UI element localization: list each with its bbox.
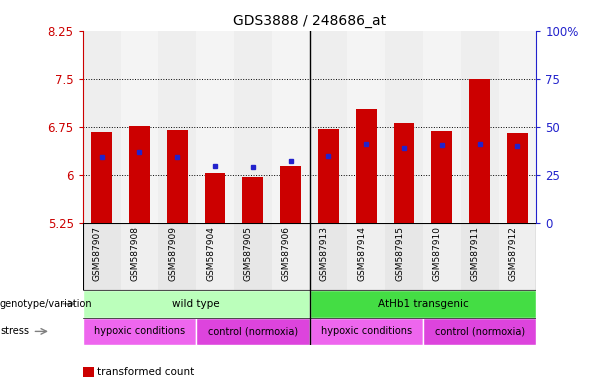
Text: stress: stress [0,326,29,336]
Bar [272,223,310,290]
Text: GSM587914: GSM587914 [357,226,366,281]
Text: hypoxic conditions: hypoxic conditions [94,326,185,336]
Bar [461,31,498,223]
Bar [498,223,536,290]
Bar [234,31,272,223]
Bar [83,223,121,290]
Text: GSM587906: GSM587906 [281,226,291,281]
Text: GSM587913: GSM587913 [319,226,329,281]
Bar [394,123,414,223]
Bar [196,223,234,290]
Bar [470,79,490,223]
Text: hypoxic conditions: hypoxic conditions [321,326,412,336]
Text: GSM587910: GSM587910 [433,226,442,281]
Bar [461,223,498,290]
Bar [121,223,158,290]
Bar [356,109,376,223]
Bar [83,290,310,318]
Bar [243,177,263,223]
Bar [385,223,423,290]
Bar [234,223,272,290]
Bar [196,31,234,223]
Bar [310,318,423,345]
Text: control (normoxia): control (normoxia) [435,326,525,336]
Title: GDS3888 / 248686_at: GDS3888 / 248686_at [233,14,386,28]
Text: GSM587905: GSM587905 [244,226,253,281]
Bar [91,132,112,223]
Bar [423,318,536,345]
Bar [129,126,150,223]
Bar [423,223,461,290]
Bar [205,173,226,223]
Bar [348,223,385,290]
Bar [348,31,385,223]
Text: GSM587909: GSM587909 [168,226,177,281]
Bar [158,31,196,223]
Bar [432,131,452,223]
Bar [167,130,188,223]
Bar [310,290,536,318]
Bar [385,31,423,223]
Bar [121,31,158,223]
Text: GSM587915: GSM587915 [395,226,404,281]
Bar [196,318,310,345]
Text: GSM587907: GSM587907 [93,226,102,281]
Bar [280,166,301,223]
Bar [318,129,339,223]
Text: genotype/variation: genotype/variation [0,299,93,309]
Text: GSM587908: GSM587908 [131,226,139,281]
Bar [498,31,536,223]
Text: control (normoxia): control (normoxia) [208,326,298,336]
Bar [83,31,121,223]
Text: GSM587904: GSM587904 [206,226,215,281]
Text: GSM587911: GSM587911 [471,226,480,281]
Bar [423,31,461,223]
Bar [310,223,348,290]
Text: GSM587912: GSM587912 [508,226,517,281]
Text: AtHb1 transgenic: AtHb1 transgenic [378,299,468,309]
Bar [310,31,348,223]
Bar [507,133,528,223]
Bar [83,318,196,345]
Text: wild type: wild type [172,299,220,309]
Bar [272,31,310,223]
Text: transformed count: transformed count [97,367,195,377]
Bar [158,223,196,290]
